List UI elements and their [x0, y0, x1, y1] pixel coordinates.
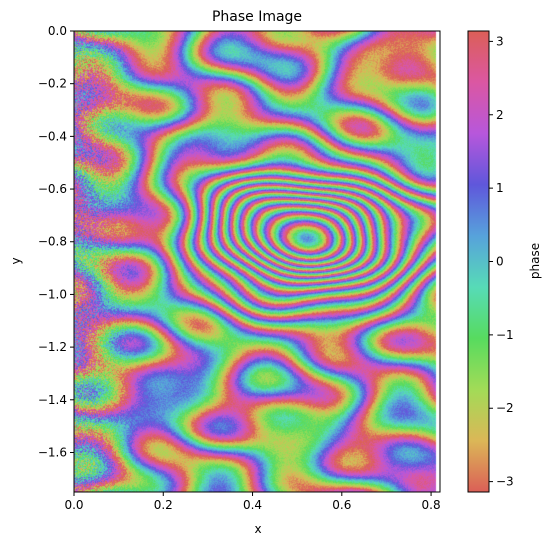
y-tick-label: −1.6	[38, 445, 67, 459]
x-tick-label: 0.4	[243, 498, 262, 512]
y-tick-label: −0.8	[38, 235, 67, 249]
colorbar-tick-label: 1	[496, 181, 504, 195]
y-tick-label: 0.0	[48, 24, 67, 38]
axes-frame	[73, 30, 441, 493]
x-tick-label: 0.6	[332, 498, 351, 512]
colorbar: 3 2 1 0 −1 −2 −3 phase	[467, 30, 542, 493]
y-tick-label: −1.0	[38, 287, 67, 301]
x-tick-label: 0.0	[64, 498, 83, 512]
x-axis: 0.0 0.2 0.4 0.6 0.8	[64, 492, 441, 512]
y-tick-label: −0.2	[38, 77, 67, 91]
y-tick-label: −1.2	[38, 340, 67, 354]
colorbar-label: phase	[528, 243, 542, 279]
y-axis: 0.0 −0.2 −0.4 −0.6 −0.8 −1.0 −1.2 −1.4 −1.6	[38, 24, 74, 459]
x-tick-label: 0.2	[154, 498, 173, 512]
colorbar-gradient	[468, 31, 489, 492]
x-tick-label: 0.8	[422, 498, 441, 512]
colorbar-ticks: 3 2 1 0 −1 −2 −3	[489, 34, 514, 489]
colorbar-tick-label: −1	[496, 328, 514, 342]
colorbar-tick-label: −2	[496, 401, 514, 415]
y-tick-label: −0.6	[38, 182, 67, 196]
colorbar-tick-label: 2	[496, 108, 504, 122]
y-tick-label: −0.4	[38, 129, 67, 143]
colorbar-tick-label: 3	[496, 34, 504, 48]
y-axis-label: y	[9, 257, 23, 264]
y-tick-label: −1.4	[38, 393, 67, 407]
chart-title: Phase Image	[212, 9, 302, 25]
colorbar-tick-label: −3	[496, 475, 514, 489]
colorbar-tick-label: 0	[496, 255, 504, 269]
x-axis-label: x	[254, 522, 261, 536]
plot-area	[73, 30, 441, 493]
